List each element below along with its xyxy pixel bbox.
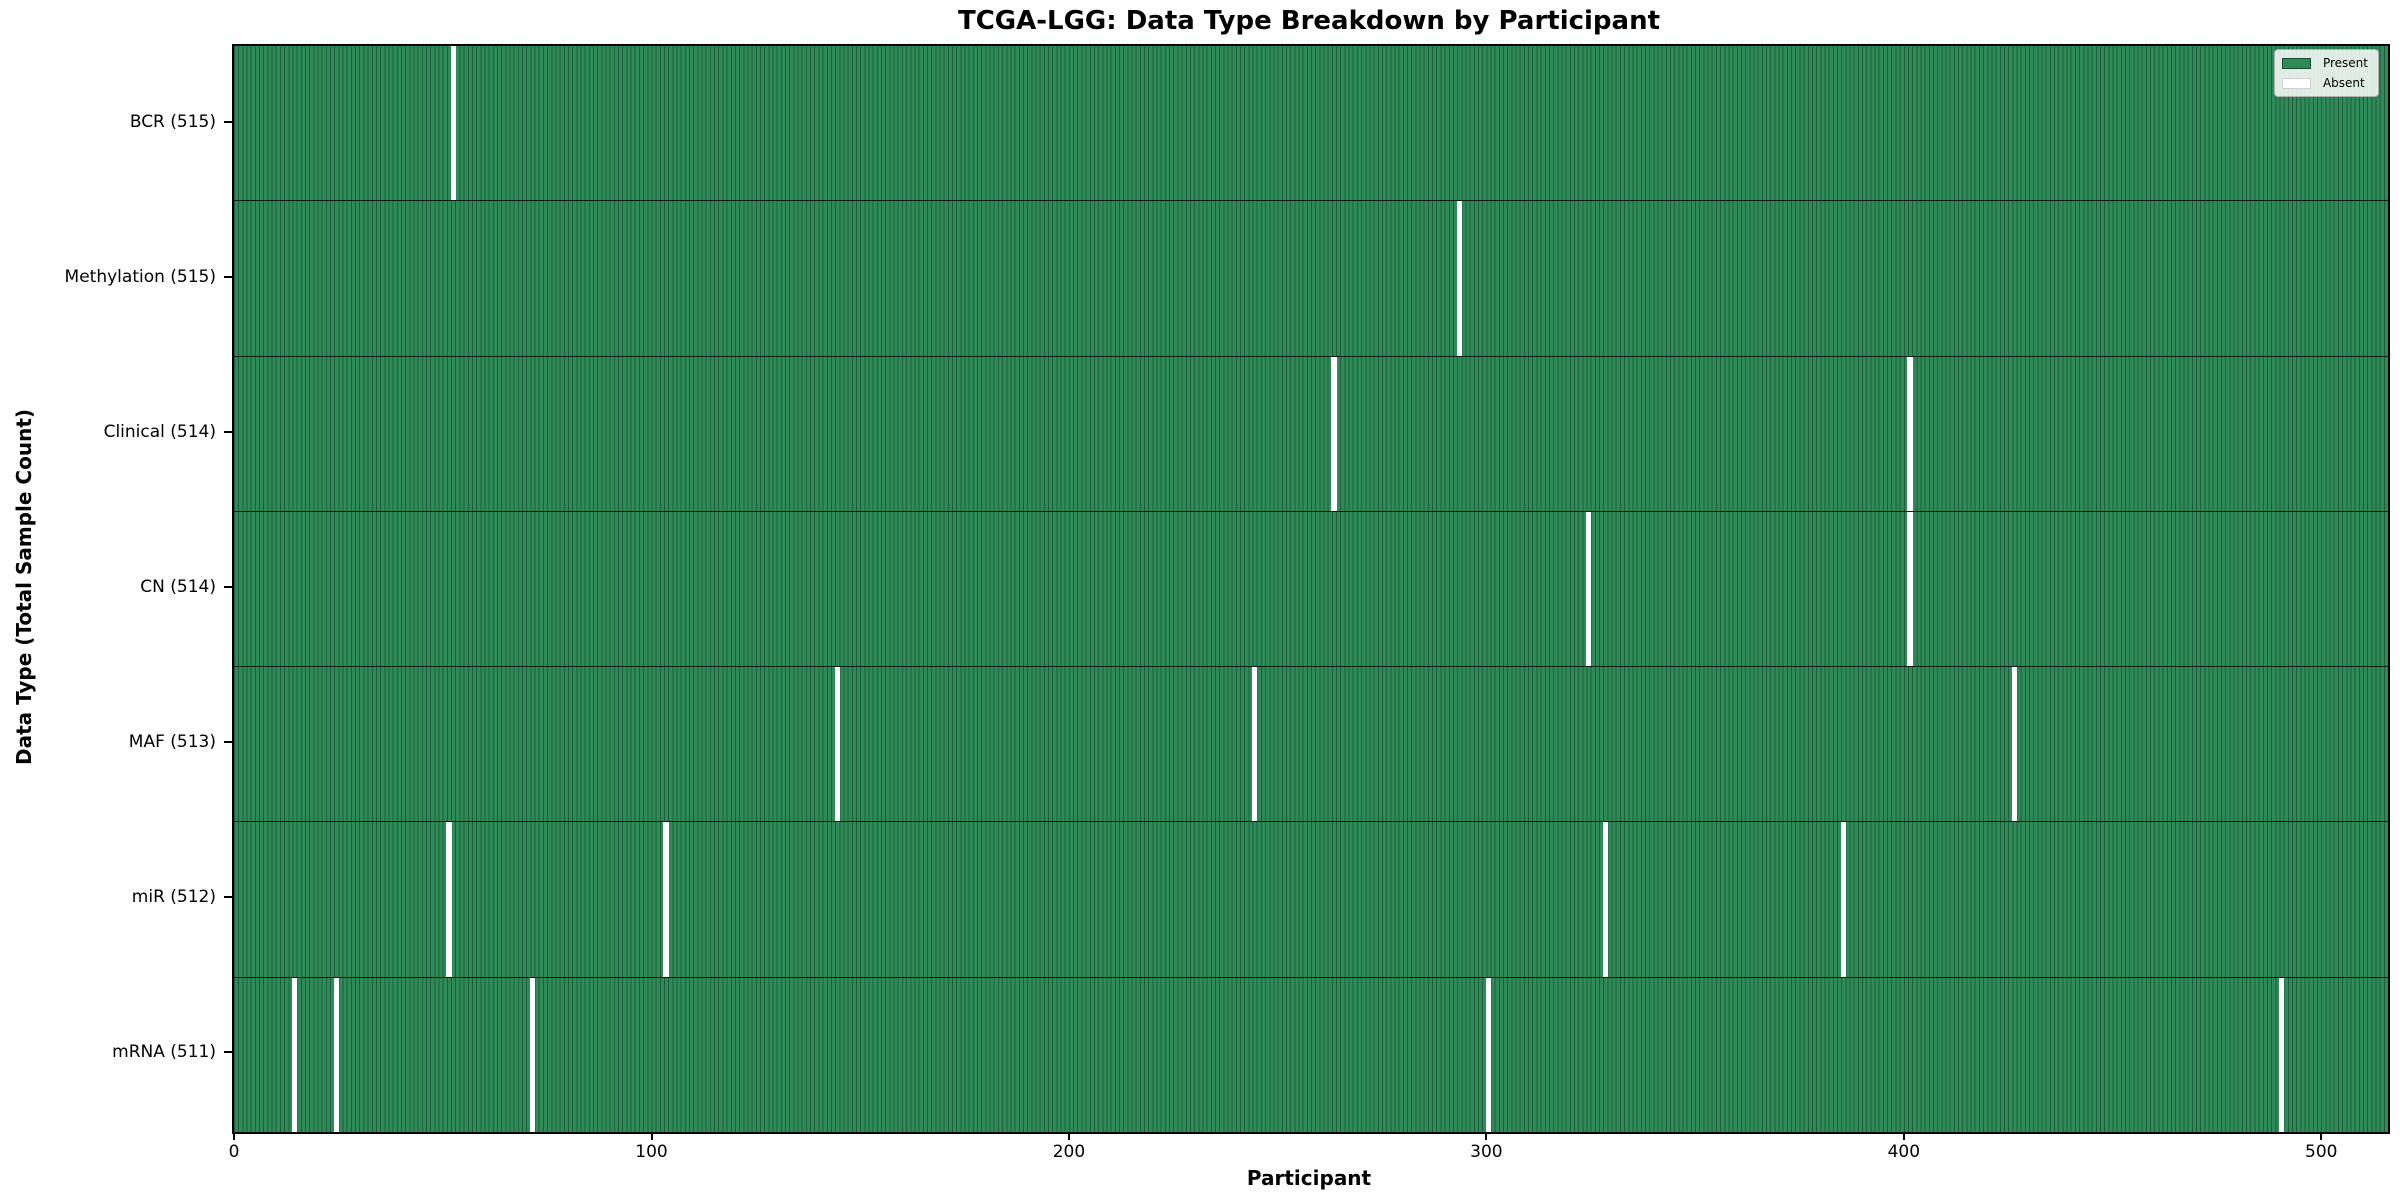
absent-gap-mir-51 — [446, 822, 452, 977]
absent-gap-cn-401 — [1907, 511, 1913, 667]
x-tick-label-0: 0 — [228, 1142, 240, 1162]
absent-gap-mir-103 — [663, 822, 669, 977]
x-tick — [233, 1132, 236, 1140]
row-mir — [234, 821, 2388, 977]
y-tick — [224, 741, 232, 744]
absent-gap-maf-426 — [2011, 667, 2017, 822]
y-tick-label-clinical: Clinical (514) — [103, 421, 216, 442]
absent-gap-bcr-52 — [450, 46, 456, 201]
legend-item-present: Present — [2281, 56, 2368, 70]
row-bcr — [234, 46, 2388, 201]
y-tick — [224, 1051, 232, 1054]
absent-gap-methylation-293 — [1456, 201, 1462, 356]
y-tick-label-bcr: BCR (515) — [129, 111, 216, 132]
absent-gap-mrna-24 — [333, 977, 339, 1132]
y-tick-label-mrna: mRNA (511) — [112, 1042, 216, 1063]
chart-title: TCGA-LGG: Data Type Breakdown by Partici… — [957, 6, 1661, 36]
x-tick-label-200: 200 — [1052, 1142, 1086, 1162]
y-tick — [224, 586, 232, 588]
legend-item-absent: Absent — [2281, 76, 2368, 90]
absent-gap-maf-144 — [834, 667, 840, 822]
present-swatch — [2281, 57, 2311, 69]
x-tick — [650, 1132, 653, 1140]
y-tick-label-methylation: Methylation (515) — [64, 266, 216, 287]
heatmap-rows — [234, 46, 2388, 1132]
absent-gap-mrna-14 — [291, 977, 298, 1132]
y-tick-label-maf: MAF (513) — [128, 732, 216, 753]
x-tick-label-100: 100 — [635, 1142, 668, 1162]
absent-gap-maf-244 — [1252, 667, 1258, 822]
legend-label-present: Present — [2322, 56, 2368, 70]
row-mrna — [234, 976, 2388, 1132]
absent-gap-mir-385 — [1840, 822, 1846, 977]
absent-gap-mrna-490 — [2278, 977, 2285, 1132]
absent-gap-mrna-71 — [529, 977, 536, 1132]
legend: Present Absent — [2273, 49, 2379, 97]
y-tick-label-mir: miR (512) — [131, 887, 216, 908]
plot-area: Present Absent — [232, 44, 2390, 1134]
x-axis-label: Participant — [1246, 1166, 1372, 1190]
x-tick — [1067, 1132, 1070, 1140]
x-tick — [1485, 1132, 1488, 1140]
row-methylation — [234, 200, 2388, 356]
y-tick — [224, 120, 232, 123]
row-maf — [234, 666, 2388, 822]
y-tick — [224, 430, 232, 433]
x-tick-label-500: 500 — [2305, 1142, 2338, 1162]
y-tick — [224, 896, 232, 899]
x-tick — [2320, 1132, 2323, 1140]
row-cn — [234, 510, 2388, 667]
absent-swatch — [2281, 77, 2311, 89]
y-tick-label-cn: CN (514) — [140, 577, 216, 597]
absent-gap-mrna-300 — [1485, 977, 1491, 1132]
x-tick-label-400: 400 — [1887, 1142, 1921, 1162]
absent-gap-clinical-263 — [1331, 356, 1337, 511]
y-tick — [224, 275, 232, 278]
row-clinical — [234, 355, 2388, 511]
absent-gap-cn-324 — [1586, 511, 1592, 667]
legend-label-absent: Absent — [2322, 76, 2365, 90]
x-tick — [1902, 1132, 1905, 1140]
absent-gap-mir-328 — [1602, 822, 1608, 977]
x-tick-label-300: 300 — [1470, 1142, 1503, 1162]
absent-gap-clinical-401 — [1907, 356, 1913, 511]
